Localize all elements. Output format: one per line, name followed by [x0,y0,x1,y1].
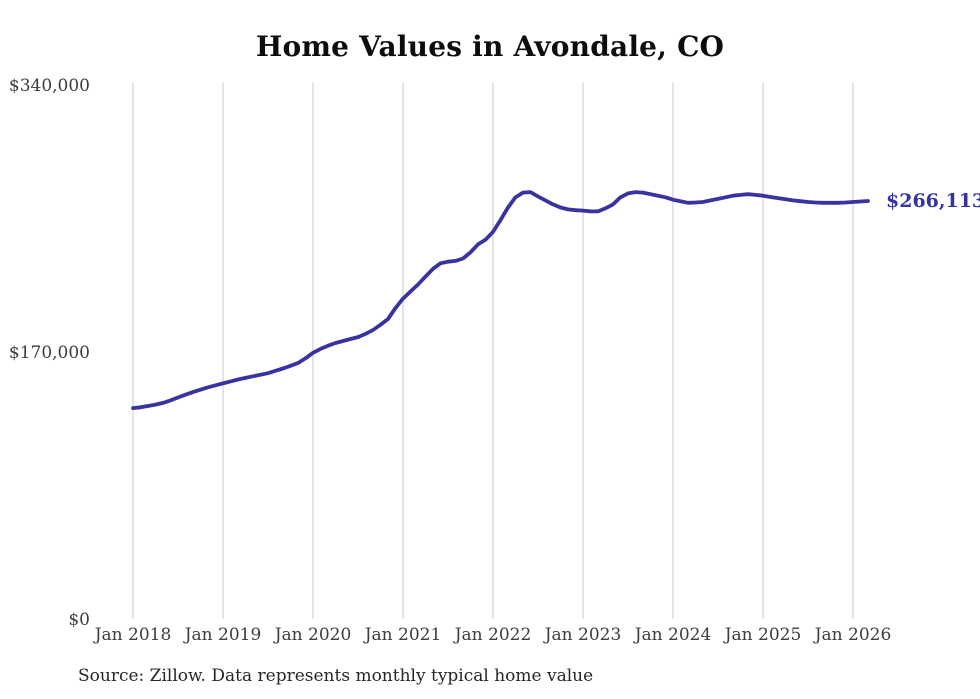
chart-title: Home Values in Avondale, CO [255,30,725,63]
x-tick-label: Jan 2024 [633,625,712,645]
gridlines [132,83,854,619]
x-tick-label: Jan 2026 [813,625,892,645]
value-line [131,190,870,410]
x-tick-label: Jan 2025 [723,625,802,645]
x-axis-labels: Jan 2018 Jan 2019 Jan 2020 Jan 2021 Jan 2022… [93,625,892,645]
x-tick-label: Jan 2018 [93,625,172,645]
y-tick-label: $170,000 [9,343,90,363]
latest-value-label: $266,113 [886,190,980,213]
x-tick-label: Jan 2021 [363,625,442,645]
y-axis-labels: $0 $170,000 $340,000 [9,76,90,630]
y-tick-label: $340,000 [9,76,90,96]
y-tick-label: $0 [68,610,90,630]
source-note: Source: Zillow. Data represents monthly … [78,666,594,686]
x-tick-label: Jan 2022 [453,625,532,645]
x-tick-label: Jan 2020 [273,625,352,645]
x-tick-label: Jan 2019 [183,625,262,645]
x-tick-label: Jan 2023 [543,625,622,645]
